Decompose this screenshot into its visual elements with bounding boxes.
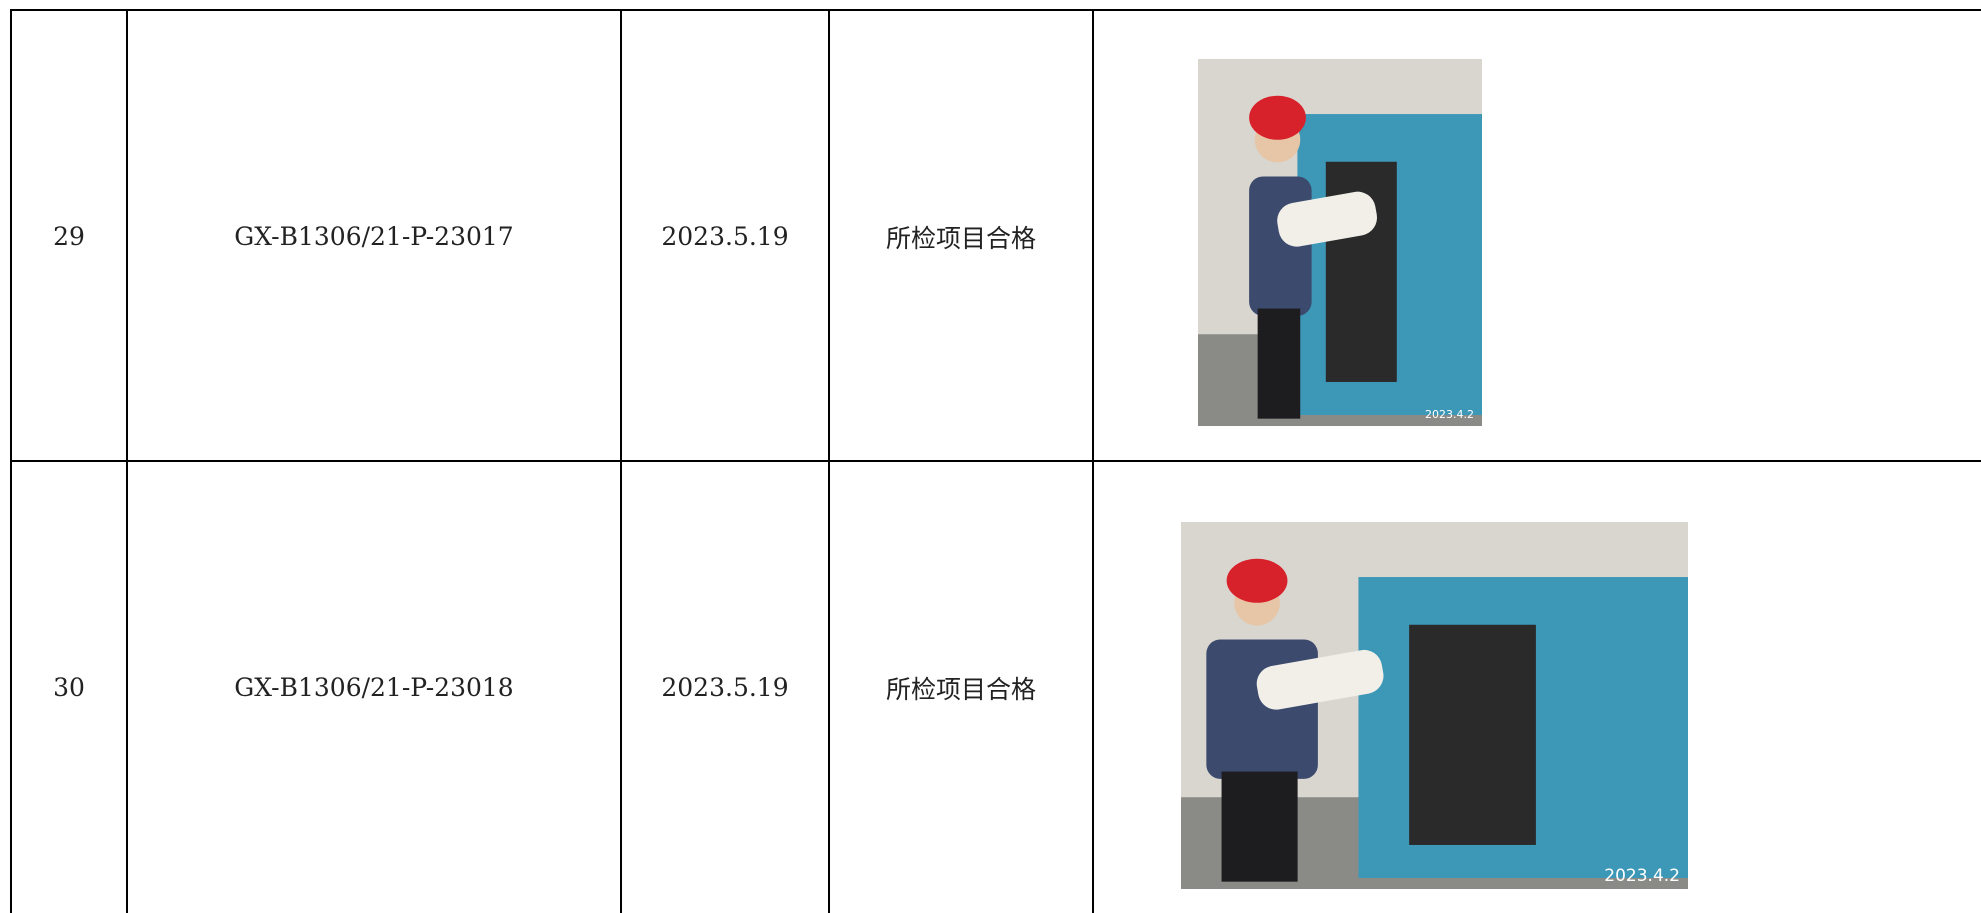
pipe — [1277, 191, 1378, 247]
photo-cell — [1092, 460, 1981, 913]
photo-date-stamp: 2023.4.2 — [1425, 408, 1474, 421]
cell-code: GX-B1306/21-P-23018 — [126, 460, 620, 913]
person-body — [1206, 639, 1318, 779]
cell-no: 30 — [10, 460, 126, 913]
helmet — [1249, 95, 1306, 140]
photo: 2023.4.2 — [1181, 522, 1688, 889]
cell-date: 2023.5.19 — [620, 460, 828, 913]
photo-cell — [1092, 9, 1981, 462]
person-legs — [1221, 771, 1298, 882]
cell-result: 所检项目合格 — [828, 460, 1092, 913]
person-legs — [1257, 308, 1301, 419]
pipe — [1256, 649, 1384, 710]
cell-result: 所检项目合格 — [828, 9, 1092, 462]
cell-date: 2023.5.19 — [620, 9, 828, 462]
photo-date-stamp: 2023.4.2 — [1604, 866, 1680, 886]
person-body — [1249, 176, 1312, 316]
cell-no: 29 — [10, 9, 126, 462]
machine-opening — [1409, 624, 1536, 845]
helmet — [1226, 558, 1288, 603]
photo: 2023.4.2 — [1198, 59, 1482, 426]
cell-code: GX-B1306/21-P-23017 — [126, 9, 620, 462]
